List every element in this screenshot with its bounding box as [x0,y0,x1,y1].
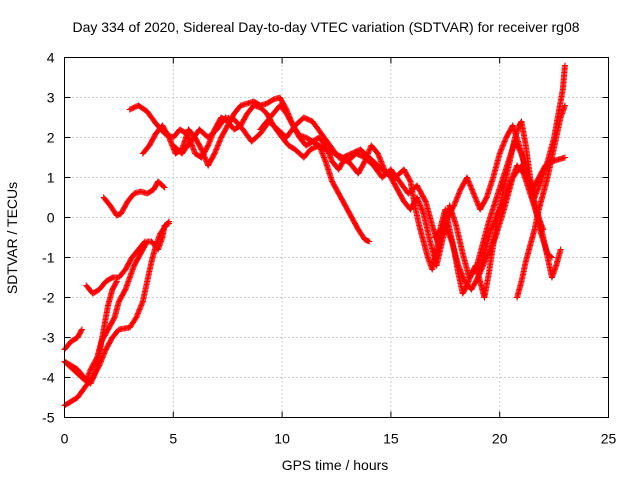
x-tick-labels: 0 5 10 15 20 25 [61,431,617,447]
data-point [132,315,139,322]
data-point [161,184,168,191]
data-point [141,239,148,246]
x-tick-label: 0 [61,431,69,447]
data-point [165,220,172,227]
y-tick-labels: -5 -4 -3 -2 -1 0 1 2 3 4 [42,50,55,426]
data-point [142,238,149,245]
y-axis-label: SDTVAR / TECUs [4,182,20,294]
y-tick-label: 2 [47,130,55,146]
y-tick-label: 3 [47,90,55,106]
data-point [113,279,120,286]
x-tick-label: 20 [492,431,508,447]
x-tick-label: 25 [601,431,617,447]
data-point [561,62,568,69]
data-points [61,62,568,409]
y-tick-label: 0 [47,210,55,226]
data-point [160,183,167,190]
y-tick-label: 1 [47,170,55,186]
x-tick-label: 15 [383,431,399,447]
y-tick-label: -2 [42,290,55,306]
data-point [78,327,85,334]
data-point [366,238,373,245]
x-tick-label: 10 [274,431,290,447]
chart-title: Day 334 of 2020, Sidereal Day-to-day VTE… [72,19,579,35]
y-tick-label: -3 [42,330,55,346]
y-tick-label: -5 [42,410,55,426]
x-axis-label: GPS time / hours [282,457,389,473]
y-tick-label: -1 [42,250,55,266]
x-tick-label: 5 [169,431,177,447]
data-point [557,246,564,253]
y-tick-label: -4 [42,370,55,386]
grid [64,57,609,418]
data-point [78,326,85,333]
y-tick-label: 4 [47,50,55,66]
